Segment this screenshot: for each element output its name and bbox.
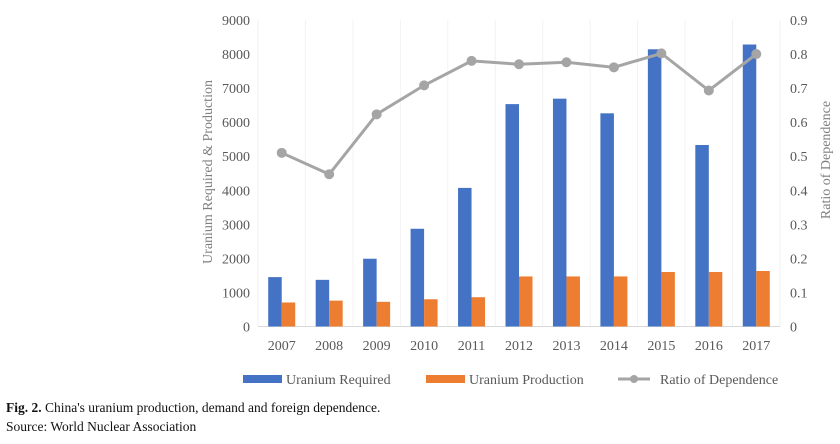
bar-uranium-production bbox=[471, 297, 486, 327]
legend-swatch-required bbox=[243, 375, 282, 383]
x-tick-label: 2009 bbox=[363, 339, 391, 354]
legend-label-required: Uranium Required bbox=[286, 373, 391, 388]
y2-tick-label: 0.5 bbox=[790, 150, 808, 165]
bar-uranium-production bbox=[424, 299, 438, 327]
legend: Uranium Required Uranium Production Rati… bbox=[243, 373, 778, 388]
y2-tick-label: 0.9 bbox=[790, 14, 808, 29]
figure-source: Source: World Nuclear Association bbox=[6, 419, 197, 434]
y-tick-label: 3000 bbox=[222, 218, 250, 233]
bars bbox=[268, 44, 770, 327]
bar-uranium-production bbox=[281, 302, 296, 327]
y-tick-label: 7000 bbox=[222, 82, 250, 97]
ratio-point bbox=[703, 85, 714, 96]
y2-tick-label: 0.3 bbox=[790, 218, 808, 233]
y-tick-label: 1000 bbox=[222, 286, 250, 301]
bar-uranium-required bbox=[552, 98, 567, 327]
y-tick-label: 2000 bbox=[222, 252, 250, 267]
ratio-point bbox=[324, 169, 335, 180]
y-tick-label: 8000 bbox=[222, 48, 250, 63]
x-tick-label: 2013 bbox=[552, 339, 580, 354]
ratio-point bbox=[561, 57, 572, 68]
bar-uranium-required bbox=[695, 144, 709, 327]
y2-tick-label: 0.6 bbox=[790, 116, 808, 131]
y2-tick-label: 0.7 bbox=[790, 82, 808, 97]
bar-uranium-production bbox=[329, 300, 343, 327]
figure-caption: Fig. 2. China's uranium production, dema… bbox=[6, 400, 380, 416]
ratio-point bbox=[276, 147, 287, 158]
bar-uranium-required bbox=[315, 279, 330, 327]
figure-label: Fig. 2. bbox=[6, 400, 42, 415]
bar-uranium-required bbox=[268, 277, 282, 327]
bar-uranium-production bbox=[566, 276, 580, 327]
bar-uranium-required bbox=[410, 228, 425, 327]
y2-tick-label: 0.1 bbox=[790, 286, 808, 301]
x-tick-label: 2016 bbox=[695, 339, 723, 354]
ratio-point bbox=[371, 109, 382, 120]
legend-label-production: Uranium Production bbox=[469, 373, 584, 388]
x-tick-label: 2010 bbox=[410, 339, 438, 354]
x-tick-label: 2012 bbox=[505, 339, 533, 354]
bar-uranium-production bbox=[661, 272, 675, 327]
bar-uranium-production bbox=[613, 276, 628, 327]
ratio-point bbox=[751, 49, 762, 60]
bar-uranium-production bbox=[756, 270, 770, 327]
y-tick-label: 4000 bbox=[222, 184, 250, 199]
y2-tick-label: 0.8 bbox=[790, 48, 808, 63]
ratio-point bbox=[608, 62, 619, 73]
caption-text: China's uranium production, demand and f… bbox=[41, 400, 381, 415]
y-axis-title: Uranium Required & Production bbox=[201, 80, 216, 264]
ratio-point bbox=[419, 80, 430, 91]
y2-tick-label: 0.2 bbox=[790, 252, 808, 267]
ratio-line bbox=[276, 48, 762, 180]
y2-tick-label: 0.4 bbox=[790, 184, 808, 199]
y-tick-label: 0 bbox=[243, 321, 250, 336]
ratio-point bbox=[466, 55, 477, 66]
bar-uranium-required bbox=[600, 113, 614, 327]
ratio-point bbox=[656, 48, 667, 59]
ratio-point bbox=[514, 59, 524, 70]
legend-swatch-ratio-marker bbox=[630, 375, 638, 383]
bar-uranium-production bbox=[376, 301, 391, 327]
bar-uranium-required bbox=[647, 49, 662, 327]
bar-uranium-production bbox=[519, 276, 533, 327]
tick-labels: 0 1000 2000 3000 4000 5000 6000 7000 8000 9000 0 0.… bbox=[222, 14, 808, 354]
bar-uranium-production bbox=[708, 272, 723, 327]
y2-axis-title: Ratio of Dependence bbox=[819, 101, 834, 219]
y-tick-label: 9000 bbox=[222, 14, 250, 29]
x-tick-label: 2011 bbox=[458, 339, 485, 354]
bar-uranium-required bbox=[363, 258, 377, 327]
bar-uranium-required bbox=[505, 104, 519, 327]
legend-swatch-production bbox=[426, 375, 465, 383]
y2-tick-label: 0 bbox=[790, 321, 797, 336]
x-tick-label: 2017 bbox=[742, 339, 770, 354]
bar-uranium-required bbox=[742, 44, 757, 327]
legend-label-ratio: Ratio of Dependence bbox=[660, 373, 778, 388]
x-tick-label: 2014 bbox=[600, 339, 628, 354]
bar-uranium-required bbox=[458, 187, 472, 327]
x-tick-label: 2008 bbox=[315, 339, 343, 354]
y-tick-label: 6000 bbox=[222, 116, 250, 131]
y-tick-label: 5000 bbox=[222, 150, 250, 165]
x-tick-label: 2007 bbox=[268, 339, 296, 354]
x-tick-label: 2015 bbox=[647, 339, 675, 354]
